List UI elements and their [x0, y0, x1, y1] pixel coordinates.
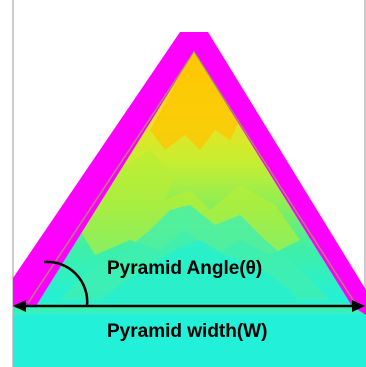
angle-arc	[43, 260, 89, 307]
pyramid-inner-edge	[27, 50, 356, 304]
field-contour-lower	[95, 240, 300, 303]
width-arrow-left-head	[13, 300, 26, 312]
field-contour-hot	[150, 50, 240, 150]
angle-label: Pyramid Angle(θ)	[107, 258, 262, 279]
width-label: Pyramid width(W)	[107, 321, 267, 342]
width-arrow-right-head	[352, 300, 365, 312]
